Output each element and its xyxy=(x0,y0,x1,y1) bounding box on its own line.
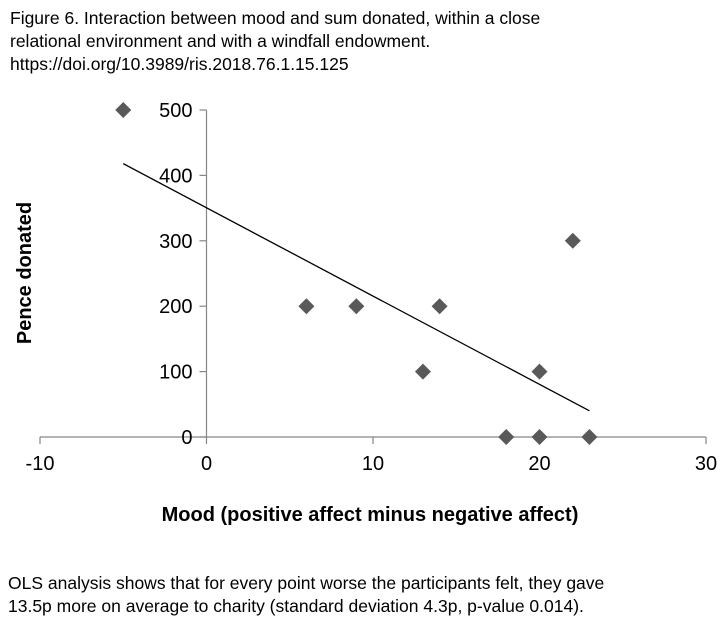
y-tick-label: 400 xyxy=(159,165,192,187)
x-tick-label: -10 xyxy=(26,453,55,475)
x-tick-label: 20 xyxy=(528,453,550,475)
data-point-marker xyxy=(298,298,315,315)
data-point-marker xyxy=(531,363,548,380)
analysis-caption: OLS analysis shows that for every point … xyxy=(8,572,723,618)
figure-title-line-2: relational environment and with a windfa… xyxy=(10,31,431,51)
data-point-marker xyxy=(431,298,448,315)
caption-line-2: 13.5p more on average to charity (standa… xyxy=(8,596,584,616)
x-axis-title: Mood (positive affect minus negative aff… xyxy=(162,504,579,526)
trendline xyxy=(122,163,590,412)
y-tick-label: 100 xyxy=(159,362,192,384)
y-tick-label: 0 xyxy=(181,427,192,449)
y-tick-label: 300 xyxy=(159,231,192,253)
y-axis-title: Pence donated xyxy=(14,202,36,344)
x-tick-label: 0 xyxy=(201,453,212,475)
data-points-layer xyxy=(115,102,598,445)
figure-title: Figure 6. Interaction between mood and s… xyxy=(10,7,715,76)
figure-title-line-1: Figure 6. Interaction between mood and s… xyxy=(10,8,541,28)
data-point-marker xyxy=(348,298,365,315)
figure-doi-link[interactable]: https://doi.org/10.3989/ris.2018.76.1.15… xyxy=(10,54,349,74)
caption-line-1: OLS analysis shows that for every point … xyxy=(8,573,605,593)
data-point-marker xyxy=(581,429,598,445)
y-tick-label: 500 xyxy=(159,100,192,122)
chart-axes xyxy=(39,109,707,444)
y-tick-label: 200 xyxy=(159,296,192,318)
data-point-marker xyxy=(115,102,132,118)
trendline-layer xyxy=(122,163,590,412)
data-point-marker xyxy=(414,363,431,380)
data-point-marker xyxy=(564,232,581,249)
x-tick-label: 10 xyxy=(362,453,384,475)
data-point-marker xyxy=(531,429,548,445)
x-tick-label: 30 xyxy=(695,453,717,475)
data-point-marker xyxy=(498,429,515,445)
